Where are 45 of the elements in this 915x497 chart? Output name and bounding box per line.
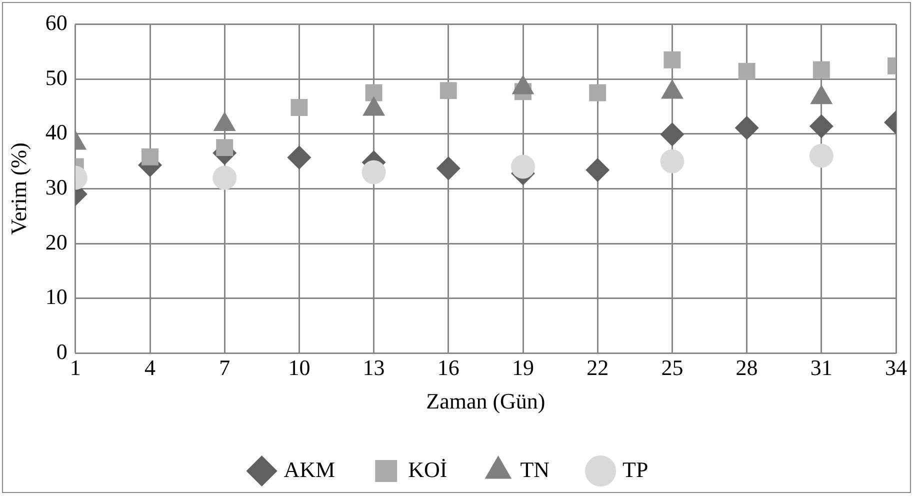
x-tick-label: 31 <box>810 355 832 380</box>
point <box>809 114 834 138</box>
point <box>660 149 684 174</box>
y-tick-label: 10 <box>45 284 68 310</box>
x-tick-label: 28 <box>736 355 758 380</box>
legend-label: TN <box>520 456 550 482</box>
y-tick-label: 60 <box>45 10 68 35</box>
point <box>365 84 382 102</box>
point <box>142 148 158 166</box>
x-tick-label: 10 <box>288 355 310 380</box>
x-axis-title: Zaman (Gün) <box>426 388 546 414</box>
x-tick-label: 13 <box>362 355 385 380</box>
point <box>440 82 457 100</box>
x-tick-label: 7 <box>219 355 230 380</box>
point <box>589 84 606 102</box>
point <box>809 144 834 168</box>
y-tick-label: 40 <box>45 120 68 145</box>
y-tick-label: 50 <box>45 64 68 90</box>
point <box>362 160 386 184</box>
point <box>216 139 234 156</box>
x-tick-label: 19 <box>512 355 534 380</box>
x-tick-label: 1 <box>70 355 81 380</box>
legend-label: TP <box>622 456 648 482</box>
point <box>734 116 759 140</box>
point <box>812 61 830 78</box>
y-tick-label: 30 <box>45 174 68 200</box>
x-tick-label: 4 <box>144 355 156 380</box>
y-axis-title: Verim (%) <box>6 142 31 235</box>
point <box>212 166 237 190</box>
point <box>436 156 460 180</box>
legend-label: KOİ <box>408 456 448 482</box>
y-tick-label: 20 <box>45 229 68 254</box>
x-tick-label: 22 <box>586 355 609 380</box>
point <box>738 62 756 80</box>
x-tick-label: 25 <box>661 355 684 380</box>
point <box>660 122 684 146</box>
point <box>511 154 535 179</box>
point <box>290 99 308 116</box>
legend-label: AKM <box>284 456 336 482</box>
point <box>664 51 681 68</box>
x-tick-label: 34 <box>885 355 907 380</box>
point <box>287 145 312 170</box>
y-tick-label: 0 <box>56 338 68 364</box>
x-tick-label: 16 <box>437 355 460 380</box>
point <box>586 158 610 182</box>
